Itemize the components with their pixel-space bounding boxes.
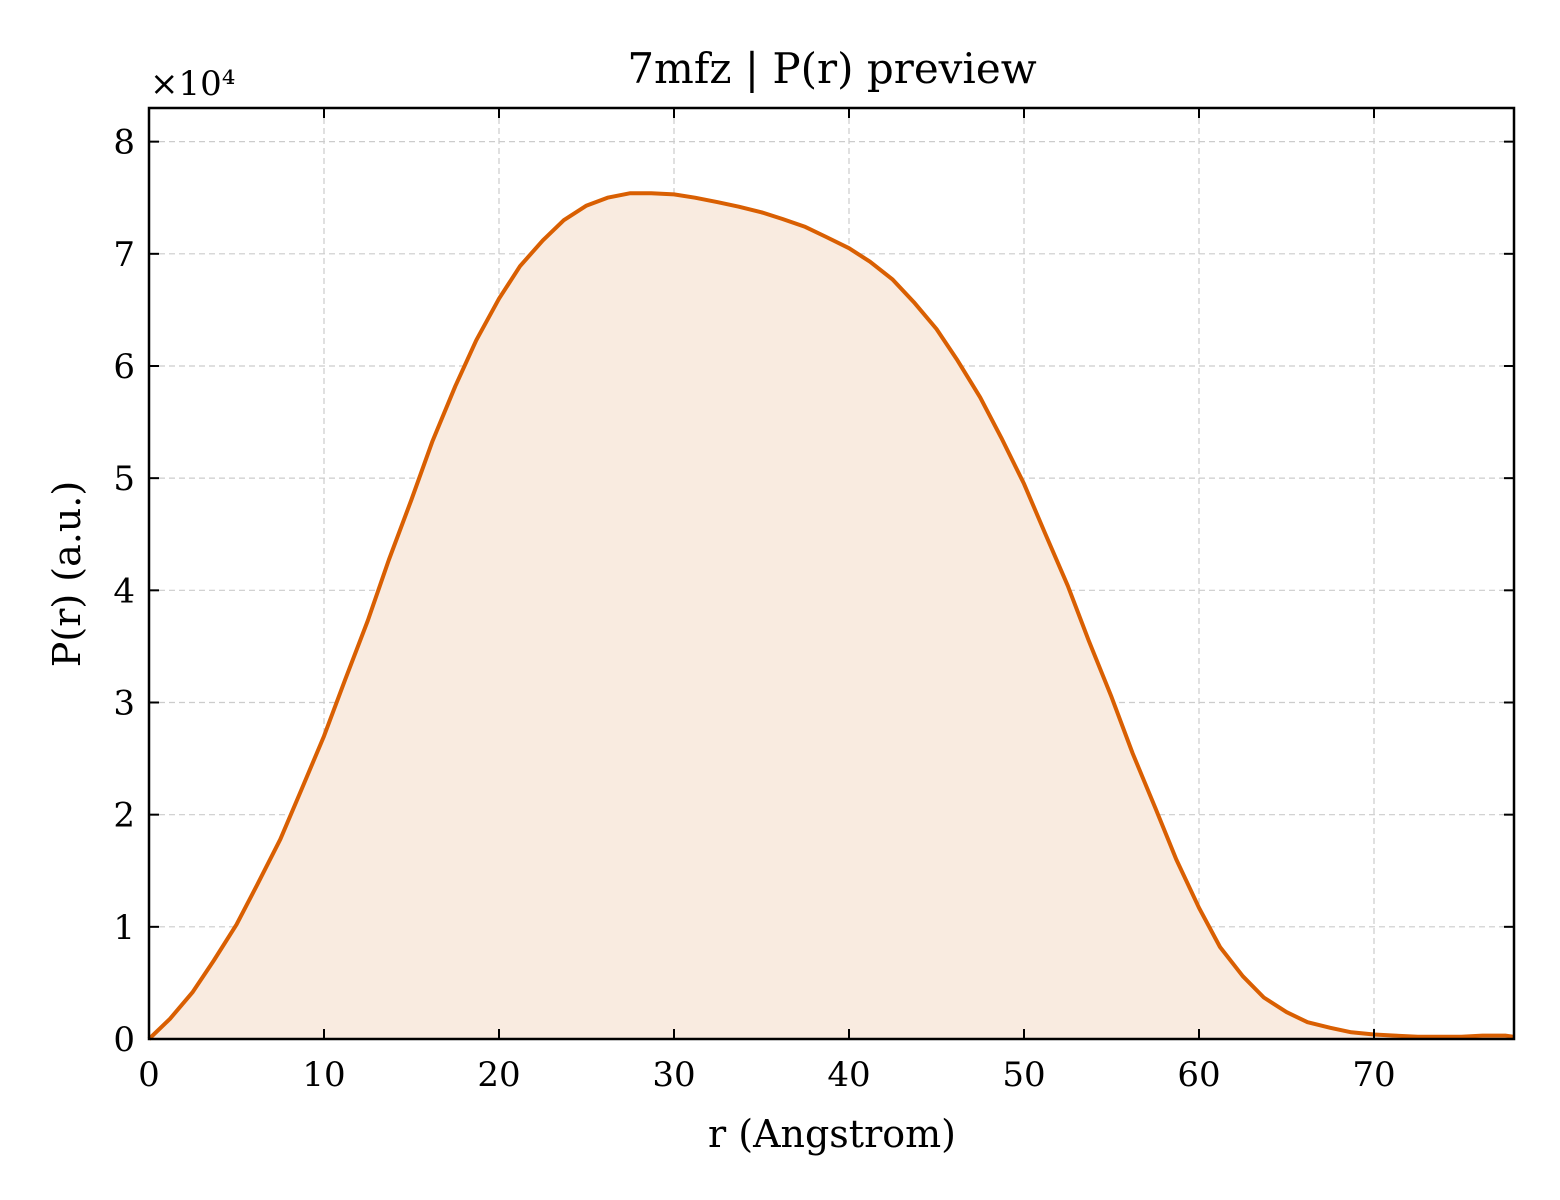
y-tick-label: 5 — [113, 459, 135, 499]
x-tick-label: 50 — [1002, 1055, 1045, 1095]
x-tick-label: 30 — [652, 1055, 695, 1095]
x-tick-label: 60 — [1177, 1055, 1220, 1095]
x-axis-title: r (Angstrom) — [708, 1112, 956, 1156]
y-tick-label: 0 — [113, 1020, 135, 1060]
y-tick-label: 4 — [113, 571, 135, 611]
axis-ticks: 0 10 20 30 40 50 60 70 0 1 2 3 4 5 6 7 8 — [113, 108, 1514, 1095]
y-tick-label: 6 — [113, 347, 135, 387]
plot-frame — [147, 106, 1516, 1041]
x-tick-label: 0 — [138, 1055, 160, 1095]
series-area-fill — [149, 193, 1514, 1039]
chart-title: 7mfz | P(r) preview — [627, 44, 1036, 93]
x-tick-label: 40 — [827, 1055, 870, 1095]
series-line — [147, 191, 1515, 1041]
y-axis-title: P(r) (a.u.) — [45, 481, 89, 667]
y-tick-label: 3 — [113, 683, 135, 723]
y-tick-label: 7 — [113, 235, 135, 275]
x-tick-label: 70 — [1352, 1055, 1395, 1095]
y-tick-label: 1 — [113, 908, 135, 948]
x-tick-label: 20 — [477, 1055, 520, 1095]
y-tick-label: 2 — [113, 796, 135, 836]
x-tick-label: 10 — [302, 1055, 345, 1095]
y-axis-offset-label: ×10⁴ — [150, 64, 235, 104]
y-tick-label: 8 — [113, 123, 135, 163]
